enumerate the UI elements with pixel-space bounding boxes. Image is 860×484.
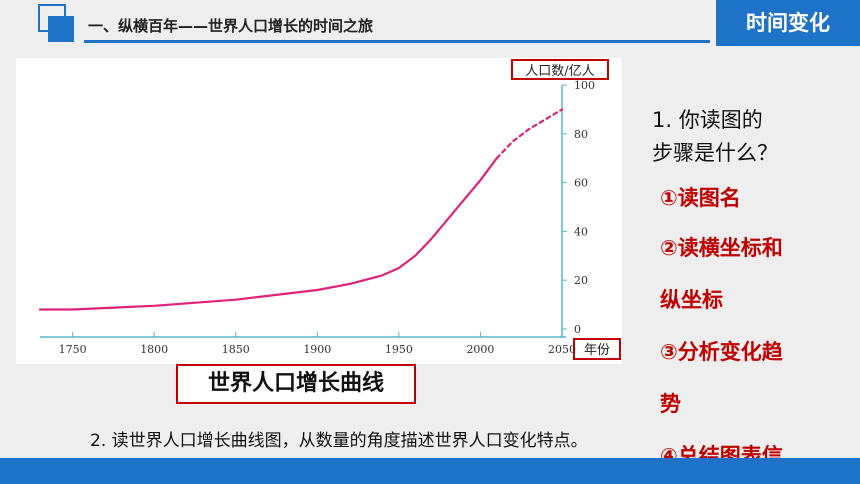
question-1-line-2: 步骤是什么？ <box>652 141 778 165</box>
x-tick-label: 1950 <box>385 343 413 356</box>
x-tick-label: 1900 <box>303 343 331 356</box>
chart-title: 世界人口增长曲线 <box>176 364 416 404</box>
footer-bar <box>0 458 860 484</box>
y-tick-label: 80 <box>574 128 588 141</box>
y-tick-label: 100 <box>574 79 595 92</box>
header-bar: 一、纵横百年——世界人口增长的时间之旅 时间变化 <box>0 0 860 52</box>
section-title: 一、纵横百年——世界人口增长的时间之旅 <box>88 17 374 35</box>
step-2: ②读横坐标和 <box>660 236 783 260</box>
step-2-continued: 纵坐标 <box>660 288 723 312</box>
x-tick-label: 2000 <box>466 343 494 356</box>
y-tick-label: 40 <box>574 225 588 238</box>
header-underline <box>84 40 710 43</box>
x-axis-label: 年份 <box>584 343 610 358</box>
y-tick-label: 0 <box>574 323 581 336</box>
question-2: 2. 读世界人口增长曲线图，从数量的角度描述世界人口变化特点。 <box>90 431 588 451</box>
population-chart: 1750 1800 1850 1900 1950 2000 2050 0 20 40 60 80 100… <box>38 59 621 360</box>
logo-fill-square <box>48 16 74 42</box>
y-tick-label: 20 <box>574 274 588 287</box>
y-axis-label: 人口数/亿人 <box>525 64 594 79</box>
x-tick-label: 1800 <box>140 343 168 356</box>
step-1: ①读图名 <box>660 186 741 210</box>
x-tick-label: 2050 <box>548 343 576 356</box>
step-3: ③分析变化趋 <box>660 340 783 364</box>
x-tick-label: 1850 <box>222 343 250 356</box>
topic-tag: 时间变化 <box>716 0 860 46</box>
x-tick-label: 1750 <box>59 343 87 356</box>
population-curve <box>38 157 498 311</box>
question-1: 1. 你读图的 步骤是什么？ <box>652 104 778 170</box>
population-curve-projected <box>495 108 564 160</box>
y-axis-label-box <box>511 59 609 80</box>
x-axis-label-box <box>573 338 621 360</box>
question-1-line-1: 1. 你读图的 <box>652 108 763 132</box>
y-tick-label: 60 <box>574 177 588 190</box>
step-3-continued: 势 <box>660 392 681 416</box>
chart-panel: 1750 1800 1850 1900 1950 2000 2050 0 20 40 60 80 100… <box>16 58 622 364</box>
